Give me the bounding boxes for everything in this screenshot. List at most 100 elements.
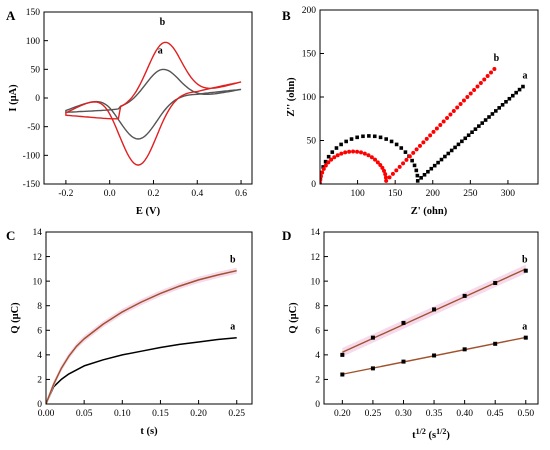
eis-point-a	[460, 139, 464, 144]
eis-point-a	[500, 103, 505, 107]
eis-point-b	[369, 155, 374, 160]
data-point-b	[462, 293, 467, 298]
eis-point-a	[415, 173, 420, 178]
series-label-b: b	[230, 255, 236, 266]
eis-point-b	[383, 175, 388, 180]
eis-point-b	[390, 171, 395, 176]
data-point-a	[340, 372, 345, 377]
eis-point-b	[465, 94, 470, 99]
eis-point-b	[438, 122, 443, 127]
eis-point-b	[448, 112, 453, 117]
axis-label-part: t	[412, 430, 416, 441]
eis-point-a	[372, 134, 377, 139]
y-tick-label: -100	[23, 152, 41, 162]
eis-point-b	[451, 108, 456, 113]
series-label-a: a	[158, 46, 163, 57]
cv-curve-a	[65, 68, 242, 140]
data-point-b	[340, 352, 345, 357]
x-tick-label: 0.00	[38, 409, 55, 419]
eis-point-a	[480, 121, 485, 125]
cc-curve-a	[46, 336, 237, 404]
x-tick-label: 0.45	[487, 409, 504, 419]
eis-point-b	[366, 153, 371, 158]
series-label-a: a	[522, 322, 527, 333]
x-tick-label: 0.10	[114, 409, 131, 419]
data-point-a	[462, 347, 467, 352]
data-point-a	[493, 341, 498, 346]
data-point-b	[493, 280, 498, 285]
eis-point-b	[382, 168, 387, 173]
eis-point-a	[330, 150, 335, 154]
y-tick-label: 6	[37, 326, 42, 336]
eis-point-b	[387, 175, 392, 180]
eis-point-b	[478, 80, 483, 85]
eis-point-b	[411, 150, 416, 155]
eis-point-a	[339, 142, 343, 147]
eis-point-a	[483, 118, 488, 122]
eis-point-a	[456, 142, 461, 147]
eis-point-b	[458, 101, 463, 106]
eis-point-b	[332, 155, 337, 160]
eis-point-b	[434, 126, 439, 131]
eis-point-a	[361, 134, 365, 139]
axes-frame	[43, 11, 253, 185]
data-point-b	[401, 320, 406, 325]
eis-point-b	[431, 129, 436, 134]
series-label-b: b	[522, 255, 528, 266]
y-tick-label: 0	[315, 400, 320, 410]
y-tick-label: -50	[27, 123, 40, 133]
eis-point-a	[463, 136, 468, 141]
eis-point-a	[504, 99, 508, 104]
eis-point-a	[412, 163, 417, 168]
plot-area	[340, 264, 528, 377]
x-axis-label: Z' (ohn)	[411, 206, 448, 217]
eis-point-b	[475, 84, 480, 89]
y-tick-label: 14	[311, 228, 321, 238]
eis-point-a	[446, 151, 451, 156]
eis-point-a	[321, 165, 325, 169]
eis-point-a	[429, 166, 434, 171]
data-point-b	[523, 268, 528, 273]
eis-point-a	[394, 142, 399, 147]
confidence-band	[46, 267, 237, 404]
eis-point-b	[326, 160, 331, 165]
y-tick-label: -150	[23, 180, 41, 190]
x-tick-label: 0.15	[152, 409, 169, 419]
eis-point-b	[320, 174, 323, 179]
data-point-b	[370, 335, 375, 340]
eis-point-b	[362, 151, 367, 156]
data-point-b	[432, 307, 437, 312]
y-tick-label: 8	[315, 302, 320, 312]
eis-point-a	[334, 146, 339, 150]
data-point-a	[401, 359, 406, 364]
eis-point-a	[497, 106, 502, 110]
eis-point-b	[347, 149, 352, 154]
y-tick-label: 0	[311, 180, 316, 190]
eis-point-b	[489, 70, 494, 75]
eis-point-b	[407, 154, 412, 159]
eis-point-a	[403, 150, 408, 154]
eis-point-a	[453, 145, 457, 150]
y-tick-label: 100	[302, 93, 317, 103]
series-label-b: b	[494, 53, 500, 64]
eis-point-b	[485, 74, 490, 79]
x-tick-label: 250	[463, 189, 478, 199]
y-tick-label: 4	[37, 351, 42, 361]
eis-point-b	[441, 119, 446, 124]
eis-point-b	[380, 165, 385, 170]
axes-frame	[45, 231, 253, 405]
eis-point-a	[399, 146, 404, 150]
eis-point-b	[373, 157, 378, 162]
eis-point-a	[384, 137, 388, 141]
eis-point-b	[384, 178, 389, 183]
series-label-a: a	[522, 71, 527, 82]
plot-area	[65, 41, 242, 166]
y-tick-label: 150	[302, 50, 317, 60]
eis-point-b	[492, 67, 497, 72]
axes-frame	[319, 9, 539, 185]
y-tick-label: 0	[37, 400, 42, 410]
eis-point-a	[517, 87, 522, 92]
y-tick-label: 12	[33, 253, 43, 263]
eis-point-a	[414, 168, 419, 173]
eis-point-a	[514, 90, 518, 95]
